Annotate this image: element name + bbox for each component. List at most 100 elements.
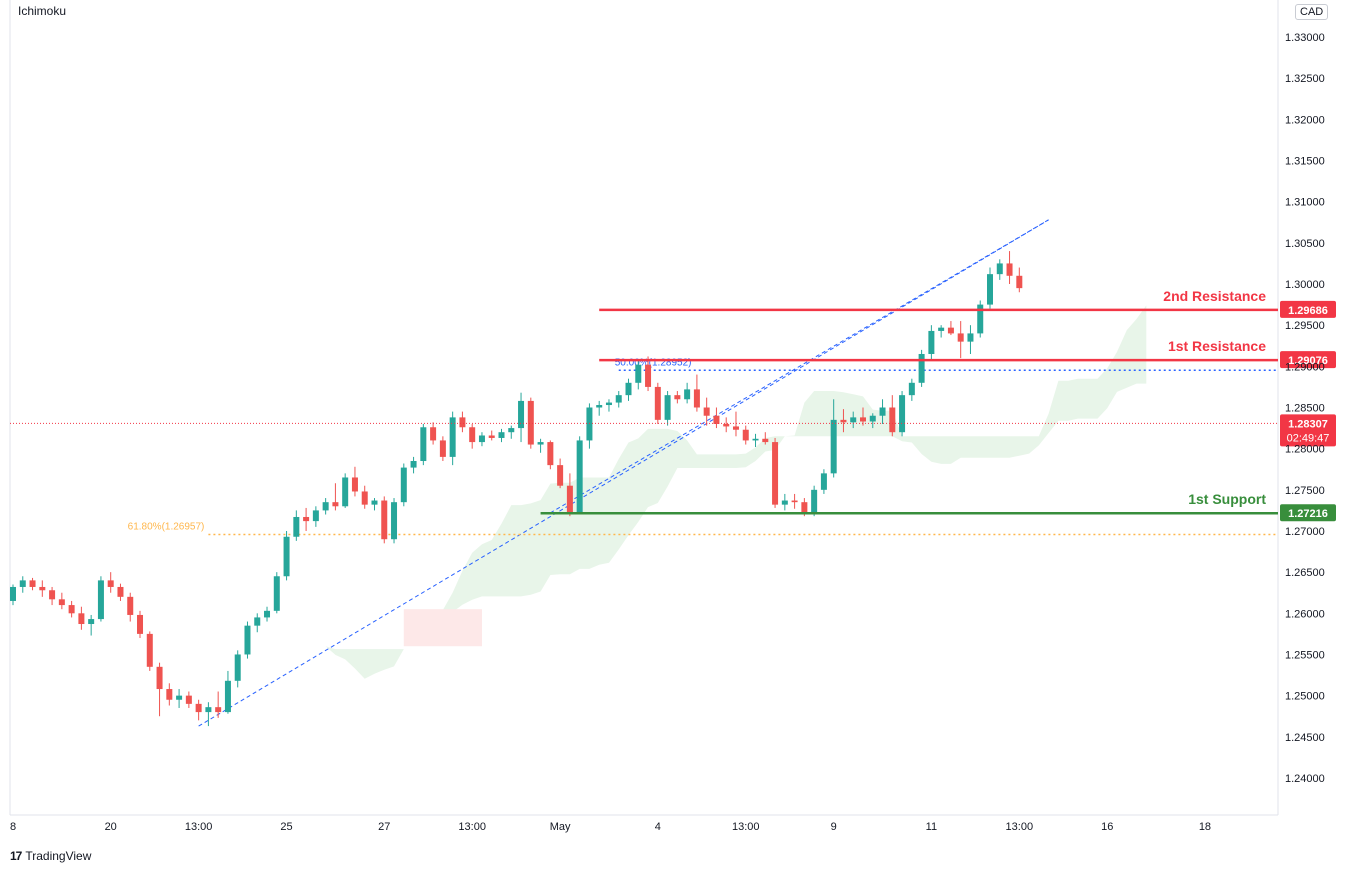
fib-level-label: 61.80%(1.26957): [128, 522, 205, 533]
y-tick-label: 1.26500: [1285, 567, 1325, 579]
candle-body: [772, 442, 779, 505]
candle-body: [273, 576, 280, 611]
bar-countdown: 02:49:47: [1287, 432, 1330, 444]
candle-body: [527, 400, 534, 445]
price-tag-label: 1.29686: [1288, 305, 1328, 317]
x-tick-label: 20: [105, 821, 117, 833]
candle-body: [58, 599, 65, 606]
candle-body: [381, 500, 388, 540]
candle-body: [430, 427, 437, 441]
candle-body: [625, 382, 632, 396]
y-tick-label: 1.24000: [1285, 773, 1325, 785]
candle-body: [469, 427, 476, 443]
y-tick-label: 1.33000: [1285, 32, 1325, 44]
candle-body: [88, 619, 95, 625]
candle-body: [557, 465, 564, 486]
candle-body: [224, 680, 231, 713]
candle-body: [1006, 263, 1013, 276]
current-price-label: 1.28307: [1288, 418, 1328, 430]
candle-body: [693, 389, 700, 408]
candle-body: [713, 415, 720, 424]
candle-body: [312, 510, 319, 522]
candle-body: [742, 429, 749, 441]
fib-level-label: 50.00%(1.28952): [615, 357, 692, 368]
candle-body: [264, 610, 271, 618]
x-tick-label: 8: [10, 821, 16, 833]
x-tick-label: 13:00: [185, 821, 213, 833]
candle-body: [957, 333, 964, 342]
candle-body: [351, 477, 358, 492]
candle-body: [508, 428, 515, 433]
y-tick-label: 1.28000: [1285, 444, 1325, 456]
candle-body: [107, 580, 114, 587]
currency-badge[interactable]: CAD: [1295, 4, 1329, 20]
candle-body: [586, 407, 593, 441]
candle-body: [342, 477, 349, 507]
candle-body: [322, 502, 329, 511]
candle-body: [283, 536, 290, 577]
x-tick-label: 11: [926, 821, 937, 833]
level-name: 1st Support: [1188, 491, 1266, 507]
candle-body: [166, 689, 173, 700]
candle-body: [791, 500, 798, 503]
level-name: 2nd Resistance: [1163, 288, 1266, 304]
y-tick-label: 1.30500: [1285, 238, 1325, 250]
candle-body: [859, 417, 866, 422]
candle-body: [195, 703, 202, 713]
candle-body: [615, 395, 622, 403]
candle-body: [801, 502, 808, 513]
candle-body: [127, 596, 134, 615]
x-tick-label: 9: [831, 821, 837, 833]
candle-body: [781, 500, 788, 505]
candle-body: [850, 417, 857, 423]
candle-body: [97, 580, 104, 620]
tradingview-logo[interactable]: 17 TradingView: [10, 849, 91, 863]
y-tick-label: 1.25500: [1285, 649, 1325, 661]
candle-body: [879, 407, 886, 416]
candle-body: [576, 440, 583, 513]
candle-body: [537, 442, 544, 445]
price-tag-label: 1.29076: [1288, 355, 1328, 367]
candle-body: [176, 695, 183, 700]
candle-body: [488, 435, 495, 438]
candle-body: [361, 491, 368, 505]
candle-body: [654, 386, 661, 420]
candle-body: [68, 605, 75, 614]
y-tick-label: 1.27500: [1285, 485, 1325, 497]
x-tick-label: 13:00: [1006, 821, 1034, 833]
current-price-tag: [1280, 414, 1336, 447]
candle-body: [820, 473, 827, 490]
candle-body: [547, 442, 554, 466]
trend-line-lower: [550, 219, 1049, 514]
y-tick-label: 1.32500: [1285, 73, 1325, 85]
candle-body: [840, 419, 847, 423]
price-tag: [1280, 300, 1336, 318]
price-tag-label: 1.27216: [1288, 508, 1328, 520]
y-tick-label: 1.29500: [1285, 320, 1325, 332]
candle-body: [303, 516, 310, 522]
candle-body: [459, 417, 466, 428]
candle-body: [938, 327, 945, 331]
candle-body: [811, 489, 818, 513]
candle-body: [889, 407, 896, 433]
candle-body: [1016, 275, 1023, 289]
candle-body: [146, 633, 153, 667]
candle-body: [996, 263, 1003, 275]
candle-body: [732, 426, 739, 430]
candle-body: [400, 467, 407, 503]
candle-body: [967, 333, 974, 342]
candle-body: [566, 485, 573, 513]
candle-body: [498, 432, 505, 438]
indicator-label[interactable]: Ichimoku: [18, 4, 67, 18]
candle-body: [449, 417, 456, 457]
candle-body: [10, 586, 16, 601]
y-tick-label: 1.25000: [1285, 691, 1325, 703]
x-tick-label: 13:00: [458, 821, 486, 833]
candle-body: [410, 461, 417, 468]
candle-body: [947, 327, 954, 334]
candle-body: [439, 440, 446, 457]
candle-body: [684, 389, 691, 400]
y-tick-label: 1.29000: [1285, 361, 1325, 373]
candle-body: [156, 666, 163, 690]
